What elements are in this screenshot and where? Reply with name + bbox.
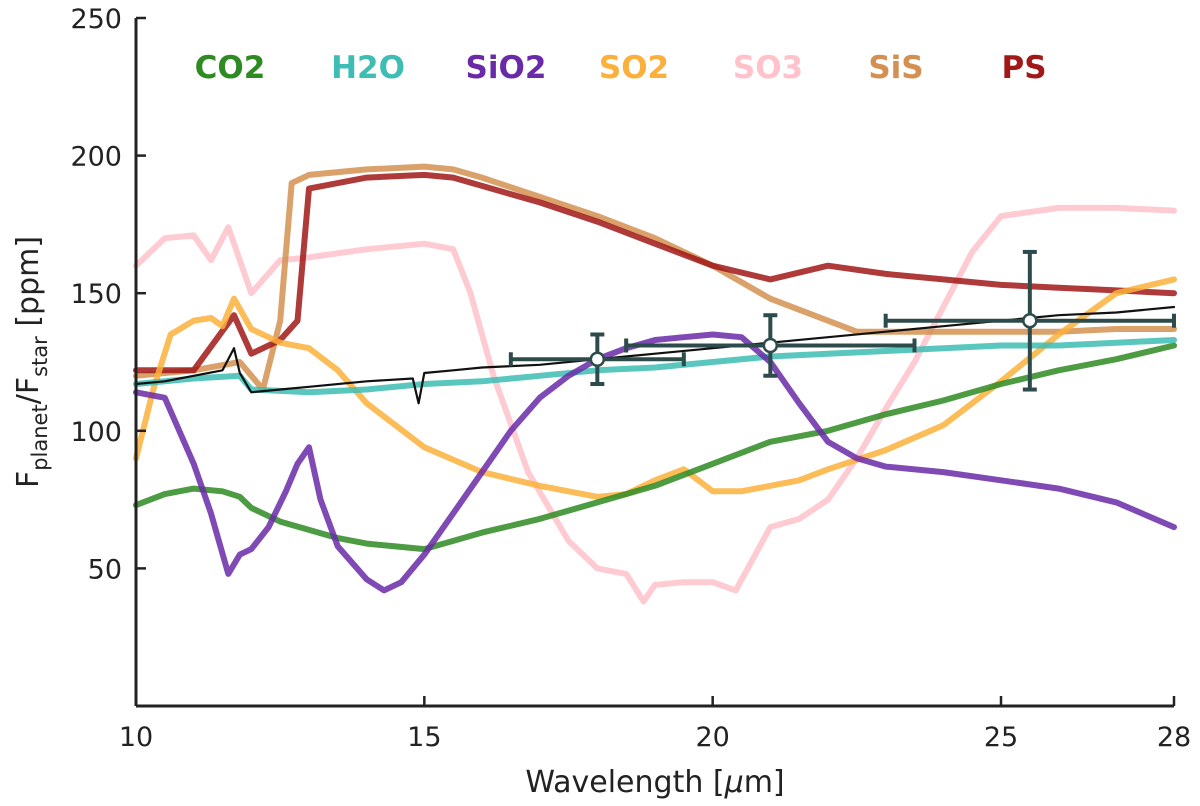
series-line-ps (133, 171, 1177, 374)
x-tick-label: 25 (984, 722, 1018, 753)
legend-sio2: SiO2 (466, 50, 547, 86)
x-tick-label: 20 (695, 722, 729, 753)
legend-so3: SO3 (733, 50, 803, 86)
series-line-so3 (133, 204, 1177, 605)
x-tick-label: 15 (407, 722, 441, 753)
y-tick-label: 100 (70, 417, 122, 448)
series-line-sis (133, 163, 1177, 393)
y-tick-label: 200 (70, 142, 122, 173)
legend-h2o: H2O (331, 50, 405, 86)
series-layer (133, 163, 1177, 605)
y-tick-label: 150 (70, 279, 122, 310)
observation-point-3 (883, 249, 1176, 392)
series-line-co2 (133, 342, 1177, 553)
y-tick-label: 50 (88, 554, 122, 585)
y-ticks: 50 100 150 200 250 (70, 4, 146, 585)
observations-layer (508, 249, 1176, 392)
legend-co2: CO2 (195, 50, 266, 86)
observation-point-1 (508, 332, 686, 387)
legend-so2: SO2 (599, 50, 669, 86)
legend-ps: PS (1001, 50, 1046, 86)
series-line-sio2 (133, 331, 1177, 594)
series-line-so2 (133, 276, 1177, 500)
series-line-h2o (133, 337, 1177, 396)
legend: CO2 H2O SiO2 SO2 SO3 SiS PS (195, 50, 1047, 86)
observation-point-2 (624, 313, 917, 378)
y-tick-label: 250 (70, 4, 122, 35)
y-axis-label: Fplanet/Fstar [ppm] (11, 236, 52, 488)
series-line-model (134, 305, 1176, 405)
x-ticks: 10 15 20 25 28 (119, 696, 1191, 753)
x-axis-label: Wavelength [μm] (525, 765, 784, 800)
legend-sis: SiS (868, 50, 923, 86)
x-tick-label: 28 (1157, 722, 1191, 753)
x-tick-label: 10 (119, 722, 153, 753)
